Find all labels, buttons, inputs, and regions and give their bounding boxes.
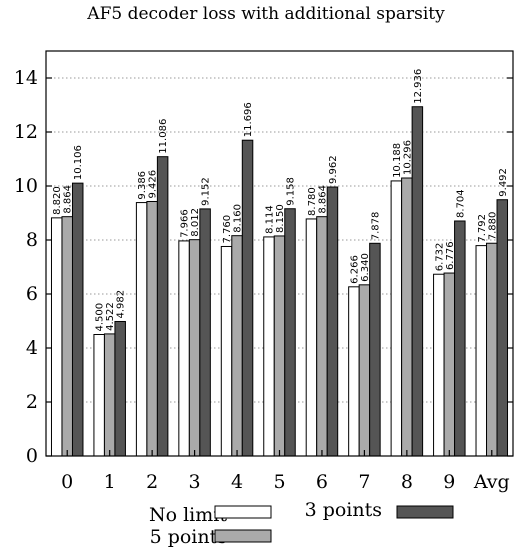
chart-title: AF5 decoder loss with additional sparsit…	[86, 4, 445, 24]
data-label: 10.188	[392, 143, 403, 178]
data-label: 6.266	[349, 255, 360, 284]
legend-swatch	[214, 529, 272, 543]
bar-3-points	[114, 320, 126, 457]
x-tick-label: Avg	[473, 471, 510, 493]
x-tick-label: 9	[443, 471, 455, 493]
data-label: 10.296	[402, 140, 413, 175]
data-label: 4.522	[105, 302, 116, 331]
x-tick-label: 5	[273, 471, 285, 493]
data-label: 9.152	[201, 177, 212, 206]
legend-label: No limit	[149, 504, 227, 526]
legend-label: 5 points	[150, 526, 227, 548]
data-label: 11.086	[158, 119, 169, 154]
x-tick-label: 8	[401, 471, 413, 493]
y-tick-label: 8	[26, 229, 38, 251]
bar-5-points	[146, 200, 158, 457]
bars-layer	[50, 106, 509, 457]
bar-no-limit	[390, 180, 403, 457]
x-tick-label: 7	[358, 471, 370, 493]
data-label: 7.792	[477, 214, 488, 243]
x-tick-label: 1	[104, 471, 116, 493]
y-axis-ticks: 0 2 4 6 8 10 12 14	[14, 67, 513, 467]
x-axis-ticks: 0 1 2 3 4 5 6 7 8 9 Avg	[61, 450, 510, 493]
bar-5-points	[316, 216, 328, 457]
bar-5-points	[273, 235, 286, 457]
bar-5-points	[231, 235, 243, 457]
data-label: 4.982	[116, 290, 127, 319]
bar-no-limit	[220, 245, 233, 457]
bar-3-points	[71, 182, 84, 457]
bar-no-limit	[433, 273, 445, 457]
bar-5-points	[103, 333, 116, 457]
bar-5-points	[486, 242, 498, 457]
y-tick-label: 12	[14, 121, 38, 143]
data-label: 8.150	[275, 204, 286, 233]
bar-3-points	[241, 139, 254, 457]
bar-no-limit	[305, 218, 318, 457]
data-label: 8.012	[190, 208, 201, 237]
bar-3-points	[411, 106, 424, 457]
bar-5-points	[188, 239, 201, 457]
bar-3-points	[496, 199, 509, 457]
data-label: 9.386	[137, 171, 148, 200]
bar-3-points	[284, 208, 296, 457]
data-label: 6.732	[434, 243, 445, 272]
legend-label: 3 points	[305, 499, 382, 521]
data-label: 4.500	[95, 303, 106, 332]
data-label: 8.864	[63, 185, 74, 214]
data-label: 8.160	[233, 204, 244, 233]
legend-swatch	[396, 505, 454, 519]
data-label: 8.864	[317, 185, 328, 214]
bar-no-limit	[93, 334, 105, 457]
bar-5-points	[401, 177, 413, 457]
bar-3-points	[326, 186, 339, 457]
bar-no-limit	[135, 202, 148, 457]
x-tick-label: 3	[189, 471, 201, 493]
data-label: 9.426	[148, 170, 159, 199]
data-label: 7.878	[370, 212, 381, 241]
y-tick-label: 2	[26, 391, 38, 413]
x-tick-label: 4	[231, 471, 243, 493]
x-tick-label: 0	[61, 471, 73, 493]
data-label: 8.820	[52, 186, 63, 215]
bar-no-limit	[50, 217, 63, 457]
x-tick-label: 6	[316, 471, 328, 493]
y-tick-label: 0	[26, 445, 38, 467]
y-tick-label: 4	[26, 337, 38, 359]
y-tick-label: 14	[14, 67, 38, 89]
data-label: 7.966	[180, 209, 191, 238]
bar-5-points	[358, 284, 371, 457]
data-label: 9.492	[498, 168, 509, 197]
bar-no-limit	[348, 286, 360, 457]
bar-no-limit	[475, 245, 488, 457]
y-tick-label: 6	[26, 283, 38, 305]
bar-5-points	[61, 216, 73, 457]
bar-5-points	[443, 272, 456, 457]
x-tick-label: 2	[146, 471, 158, 493]
legend-swatch	[214, 505, 272, 519]
data-label: 6.776	[445, 241, 456, 270]
y-tick-label: 10	[14, 175, 38, 197]
bar-3-points	[369, 242, 381, 457]
bar-3-points	[199, 208, 211, 457]
data-label: 8.704	[455, 189, 466, 218]
bar-3-points	[156, 156, 169, 457]
data-label: 6.340	[360, 253, 371, 282]
data-label: 8.114	[265, 205, 276, 234]
bar-no-limit	[178, 240, 190, 457]
data-label: 7.760	[222, 215, 233, 244]
bar-no-limit	[263, 236, 275, 457]
data-label: 12.936	[413, 69, 424, 104]
data-label: 9.158	[286, 177, 297, 206]
data-label: 8.780	[307, 187, 318, 216]
bar-3-points	[454, 220, 466, 457]
data-label: 7.880	[487, 212, 498, 241]
data-label: 11.696	[243, 102, 254, 137]
data-label: 9.962	[328, 155, 339, 184]
data-label: 10.106	[73, 145, 84, 180]
